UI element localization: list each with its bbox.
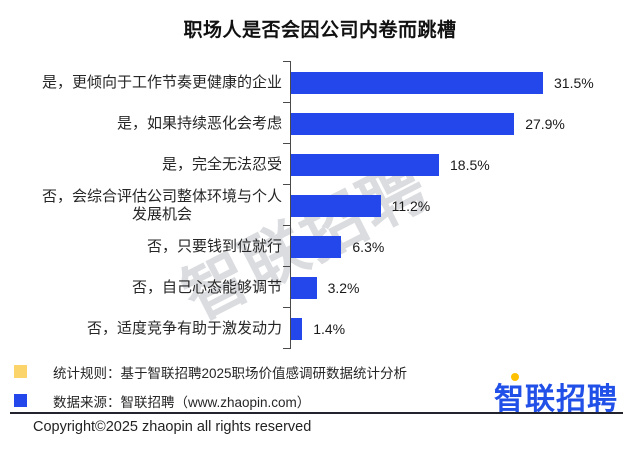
bar-chart: 是，更倾向于工作节奏更健康的企业 31.5% 是，如果持续恶化会考虑 27.9% 是，完… xyxy=(0,61,640,349)
chart-row: 是，更倾向于工作节奏更健康的企业 31.5% xyxy=(0,61,640,103)
chart-row: 否，只要钱到位就行 6.3% xyxy=(0,225,640,267)
category-label: 否，只要钱到位就行 xyxy=(146,237,282,255)
bar-track: 6.3% xyxy=(283,225,640,267)
category-label: 是，如果持续恶化会考虑 xyxy=(116,114,282,132)
category-label: 否，自己心态能够调节 xyxy=(131,278,282,296)
category-label: 是，完全无法忍受 xyxy=(161,155,282,173)
value-label: 27.9% xyxy=(525,115,565,132)
bar xyxy=(291,194,381,217)
bar xyxy=(291,71,543,94)
zhaopin-logo-ring-icon xyxy=(511,373,519,381)
category-label: 是，更倾向于工作节奏更健康的企业 xyxy=(41,73,282,91)
bar xyxy=(291,153,439,176)
copyright-text: Copyright©2025 zhaopin all rights reserv… xyxy=(33,419,312,435)
legend-swatch-blue xyxy=(14,394,27,407)
chart-row: 否，自己心态能够调节 3.2% xyxy=(0,266,640,308)
category-label: 否，会综合评估公司整体环境与个人 发展机会 xyxy=(41,187,282,223)
value-label: 6.3% xyxy=(352,238,385,255)
category-label: 否，适度竞争有助于激发动力 xyxy=(86,319,282,337)
chart-row: 否，适度竞争有助于激发动力 1.4% xyxy=(0,307,640,349)
zhaopin-logo: 智联招聘 xyxy=(494,373,618,418)
value-label: 11.2% xyxy=(391,197,431,214)
bar xyxy=(291,235,342,258)
bar-track: 1.4% xyxy=(283,307,640,349)
bar-track: 31.5% xyxy=(283,61,640,103)
legend-swatch-yellow xyxy=(14,365,27,378)
bar xyxy=(291,317,303,340)
bar-track: 3.2% xyxy=(283,266,640,308)
bar-track: 11.2% xyxy=(283,184,640,226)
bar-track: 18.5% xyxy=(283,143,640,185)
chart-row: 否，会综合评估公司整体环境与个人 发展机会 11.2% xyxy=(0,184,640,226)
divider-line xyxy=(10,412,623,414)
bar-track: 27.9% xyxy=(283,102,640,144)
footnote-text: 统计规则：基于智联招聘2025职场价值感调研数据统计分析 xyxy=(53,365,408,381)
chart-row: 是，完全无法忍受 18.5% xyxy=(0,143,640,185)
footnote-data-source: 数据来源：智联招聘（www.zhaopin.com） xyxy=(14,386,407,415)
footnote-statistics-rule: 统计规则：基于智联招聘2025职场价值感调研数据统计分析 xyxy=(14,357,407,386)
footnotes: 统计规则：基于智联招聘2025职场价值感调研数据统计分析 数据来源：智联招聘（w… xyxy=(14,357,407,415)
chart-row: 是，如果持续恶化会考虑 27.9% xyxy=(0,102,640,144)
value-label: 3.2% xyxy=(327,279,360,296)
value-label: 18.5% xyxy=(450,156,490,173)
bar xyxy=(291,276,317,299)
zhaopin-logo-text: 智联招聘 xyxy=(494,383,618,416)
bar xyxy=(291,112,515,135)
value-label: 31.5% xyxy=(554,74,594,91)
value-label: 1.4% xyxy=(313,320,346,337)
page-title: 职场人是否会因公司内卷而跳槽 xyxy=(183,20,457,41)
footnote-text: 数据来源：智联招聘（www.zhaopin.com） xyxy=(53,394,311,410)
